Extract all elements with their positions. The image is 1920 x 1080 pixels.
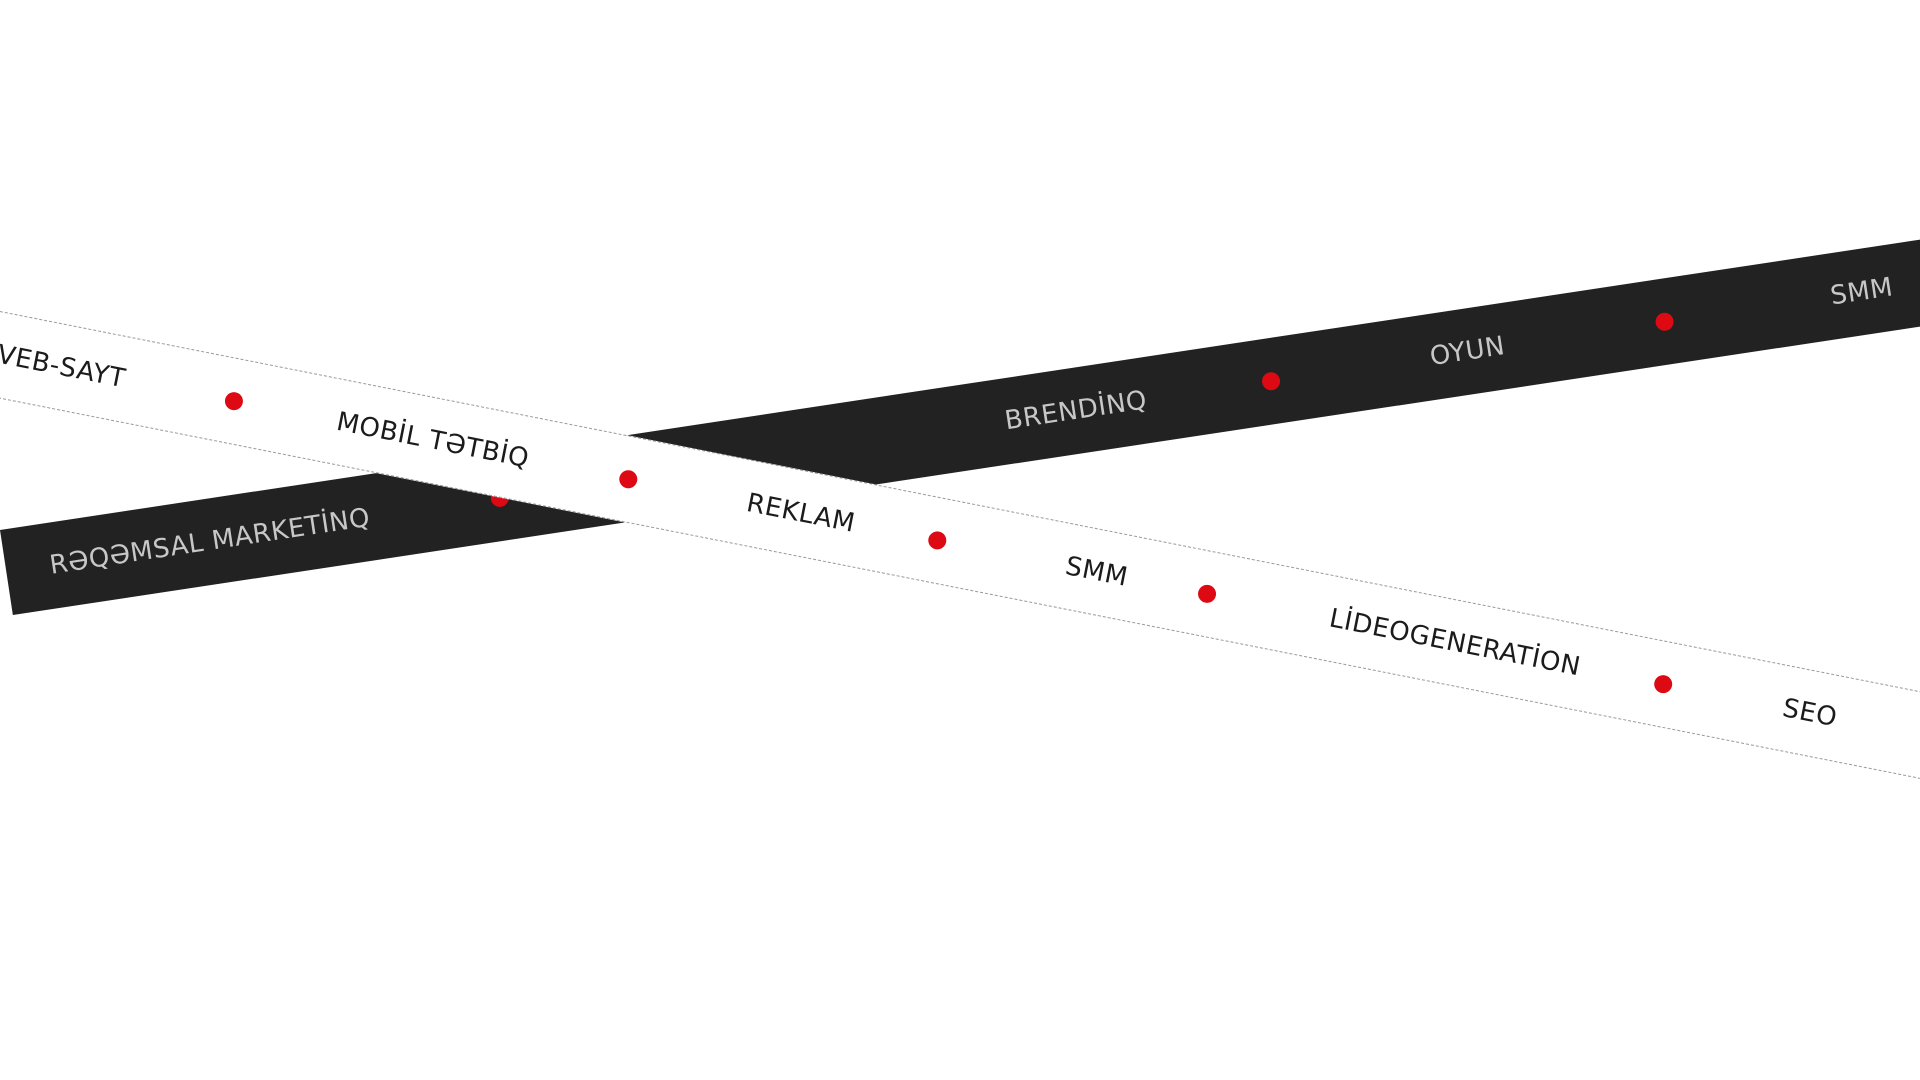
ribbon-item-advertising: REKLAM bbox=[744, 488, 858, 539]
ribbon-item-seo: SEO bbox=[1780, 693, 1840, 733]
separator-dot bbox=[223, 391, 244, 412]
ribbon-item-smm: SMM bbox=[1063, 551, 1131, 593]
separator-dot bbox=[927, 530, 948, 551]
ribbon-item-website: VEB-SAYT bbox=[0, 340, 128, 395]
ribbon-item-smm: SMM bbox=[1828, 272, 1895, 311]
ribbon-item-digital-marketing: RƏQƏMSAL MARKETİNQ bbox=[48, 503, 372, 581]
separator-dot bbox=[1654, 312, 1674, 332]
ribbon-item-branding: BRENDİNQ bbox=[1003, 385, 1149, 436]
separator-dot bbox=[618, 469, 639, 490]
separator-dot bbox=[1261, 371, 1281, 391]
ribbon-item-lead-generation: LİDEOGENERATİON bbox=[1327, 603, 1583, 682]
ribbon-item-game: OYUN bbox=[1428, 331, 1507, 372]
ribbon-item-mobile-app: MOBİL TƏTBİQ bbox=[334, 407, 531, 474]
separator-dot bbox=[1196, 583, 1217, 604]
separator-dot bbox=[1653, 674, 1674, 695]
